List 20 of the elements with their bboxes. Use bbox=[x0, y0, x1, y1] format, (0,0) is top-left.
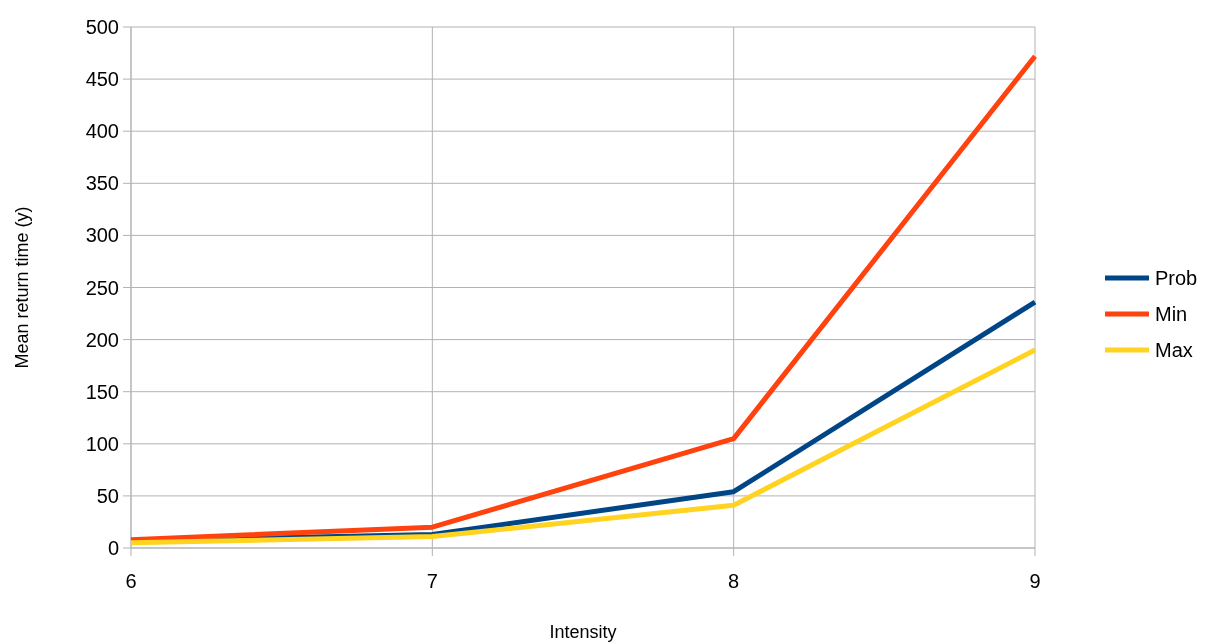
y-tick-label: 500 bbox=[85, 16, 119, 38]
y-tick-label: 400 bbox=[85, 120, 119, 143]
x-tick-label: 6 bbox=[125, 570, 137, 592]
y-tick-label: 450 bbox=[85, 68, 119, 91]
legend-label: Max bbox=[1155, 339, 1193, 361]
y-tick-label: 0 bbox=[107, 537, 119, 559]
x-tick-label: 9 bbox=[1029, 570, 1041, 592]
y-tick-label: 150 bbox=[85, 380, 119, 403]
y-tick-label: 100 bbox=[85, 432, 119, 455]
y-tick-label: 300 bbox=[85, 224, 119, 247]
y-axis-title: Mean return time (y) bbox=[12, 206, 32, 369]
x-tick-label: 8 bbox=[728, 570, 740, 592]
y-tick-label: 250 bbox=[85, 276, 119, 299]
x-tick-label: 7 bbox=[426, 570, 438, 592]
y-tick-label: 350 bbox=[85, 172, 119, 195]
legend-label: Min bbox=[1155, 303, 1188, 325]
legend-label: Prob bbox=[1155, 267, 1198, 289]
y-tick-label: 50 bbox=[96, 484, 119, 507]
y-tick-label: 200 bbox=[85, 328, 119, 351]
x-axis-title: Intensity bbox=[549, 622, 617, 642]
